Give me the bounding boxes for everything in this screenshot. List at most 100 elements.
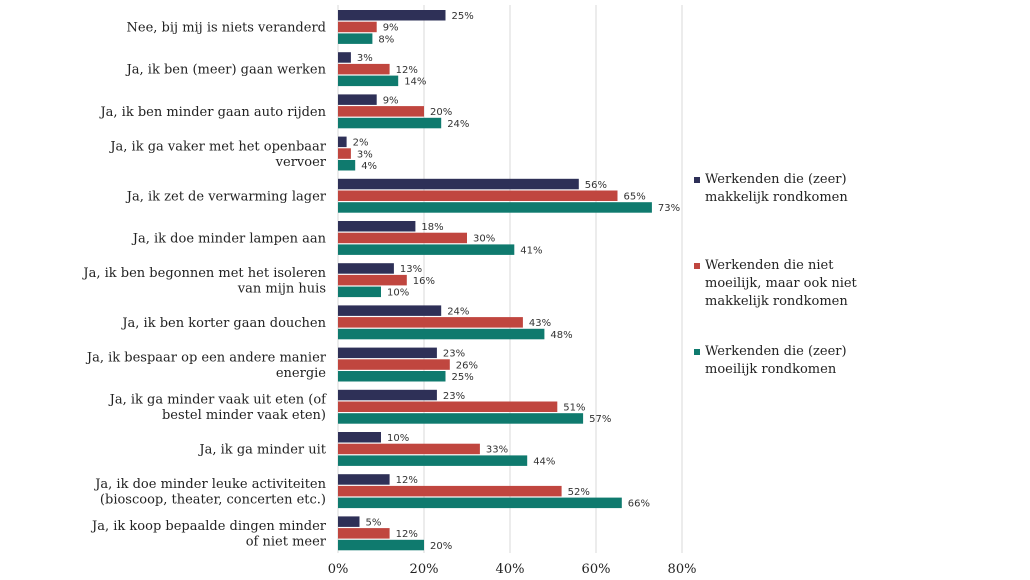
x-axis: 0% 20% 40% 60% 80% [328, 562, 697, 577]
data-label: 3% [357, 53, 373, 64]
bar-series-1 [338, 389, 437, 401]
bar-series-2 [338, 443, 480, 455]
bar-series-3 [338, 117, 442, 129]
data-label: 12% [396, 475, 418, 486]
category-label: Ja, ik ga minder uit [197, 442, 326, 457]
bar-series-1 [338, 347, 437, 359]
data-label: 14% [404, 77, 426, 88]
data-label: 66% [628, 499, 650, 510]
data-label: 43% [529, 318, 551, 329]
category-label: Ja, ik doe minder leuke activiteiten (bio… [93, 477, 326, 508]
category-label: Ja, ik ga minder vaak uit eten (of bestel… [108, 393, 328, 424]
category-label: Ja, ik ben (meer) gaan werken [125, 63, 327, 78]
bar-series-3 [338, 160, 356, 171]
data-label: 33% [486, 445, 508, 456]
bar-series-3 [338, 75, 399, 87]
bar-series-3 [338, 413, 584, 424]
bar-series-1 [338, 136, 347, 148]
bar-series-2 [338, 274, 407, 286]
data-label: 48% [550, 330, 572, 341]
data-label: 24% [447, 306, 469, 317]
category-label: Nee, bij mij is niets veranderd [127, 20, 326, 35]
category-label: Ja, ik ben minder gaan auto rijden [98, 105, 326, 120]
legend-label-1: Werkenden die (zeer) makkelijk rondkomen [705, 172, 848, 205]
bar-series-2 [338, 359, 450, 370]
x-tick-label: 20% [410, 562, 439, 577]
category-label: Ja, ik ben begonnen met het isoleren van … [81, 266, 326, 297]
data-label: 41% [520, 245, 542, 256]
legend-swatch-1 [694, 177, 700, 183]
data-label: 51% [563, 403, 585, 414]
category-label: Ja, ik zet de verwarming lager [125, 189, 327, 204]
x-tick-label: 40% [496, 562, 525, 577]
bar-series-3 [338, 328, 545, 340]
data-label: 9% [383, 95, 399, 106]
data-label: 10% [387, 288, 409, 299]
bar-series-3 [338, 455, 528, 466]
bar-series-3 [338, 244, 515, 255]
data-label: 30% [473, 234, 495, 245]
bar-series-1 [338, 474, 390, 485]
legend-swatch-3 [694, 349, 700, 355]
data-label: 16% [413, 276, 435, 287]
bar-series-3 [338, 539, 424, 551]
bar-series-2 [338, 21, 377, 33]
legend-label-3: Werkenden die (zeer) moeilijk rondkomen [705, 344, 847, 377]
data-label: 44% [533, 456, 555, 467]
category-label: Ja, ik ga vaker met het openbaar vervoer [108, 139, 326, 170]
bar-series-3 [338, 33, 373, 44]
bar-series-1 [338, 52, 351, 63]
legend-swatch-2 [694, 263, 700, 269]
data-label: 9% [383, 23, 399, 34]
data-label: 56% [585, 180, 607, 191]
data-label: 12% [396, 65, 418, 76]
bar-series-1 [338, 221, 416, 232]
bar-series-3 [338, 371, 446, 382]
data-label: 25% [452, 11, 474, 22]
data-label: 18% [421, 222, 443, 233]
x-tick-label: 0% [328, 562, 349, 577]
data-label: 10% [387, 433, 409, 444]
category-label: Ja, ik ben korter gaan douchen [120, 316, 326, 331]
data-label: 57% [589, 414, 611, 425]
bar-series-2 [338, 317, 523, 328]
data-label: 24% [447, 119, 469, 130]
bar-series-2 [338, 528, 390, 539]
x-tick-label: 80% [668, 562, 697, 577]
legend-label-2: Werkenden die niet moeilijk, maar ook nie… [705, 258, 858, 309]
data-label: 23% [443, 349, 465, 360]
bar-series-2 [338, 106, 424, 117]
data-label: 73% [658, 203, 680, 214]
data-label: 23% [443, 391, 465, 402]
data-label: 2% [353, 138, 369, 149]
data-label: 26% [456, 360, 478, 371]
bar-series-1 [338, 94, 377, 105]
data-label: 20% [430, 541, 452, 552]
bar-series-3 [338, 286, 381, 298]
bar-series-3 [338, 202, 652, 213]
bar-series-1 [338, 263, 394, 274]
labels-layer: Nee, bij mij is niets veranderd25%9%8%Ja… [81, 11, 680, 552]
bar-series-2 [338, 401, 558, 412]
bar-series-1 [338, 516, 360, 527]
data-label: 65% [624, 192, 646, 203]
data-label: 5% [366, 517, 382, 528]
bar-series-1 [338, 432, 381, 443]
x-tick-label: 60% [582, 562, 611, 577]
bar-series-3 [338, 497, 622, 509]
bar-series-2 [338, 63, 390, 75]
bar-series-2 [338, 190, 618, 201]
data-label: 3% [357, 149, 373, 160]
legend: Werkenden die (zeer) makkelijk rondkomen W… [694, 172, 858, 377]
category-label: Ja, ik bespaar op een andere manier energ… [85, 350, 327, 381]
data-label: 13% [400, 264, 422, 275]
data-label: 20% [430, 107, 452, 118]
bar-series-1 [338, 10, 446, 21]
category-label: Ja, ik doe minder lampen aan [131, 231, 327, 246]
bar-series-2 [338, 232, 467, 244]
bar-series-1 [338, 305, 442, 316]
bar-series-2 [338, 485, 562, 497]
bars-layer [338, 10, 652, 551]
data-label: 12% [396, 529, 418, 540]
